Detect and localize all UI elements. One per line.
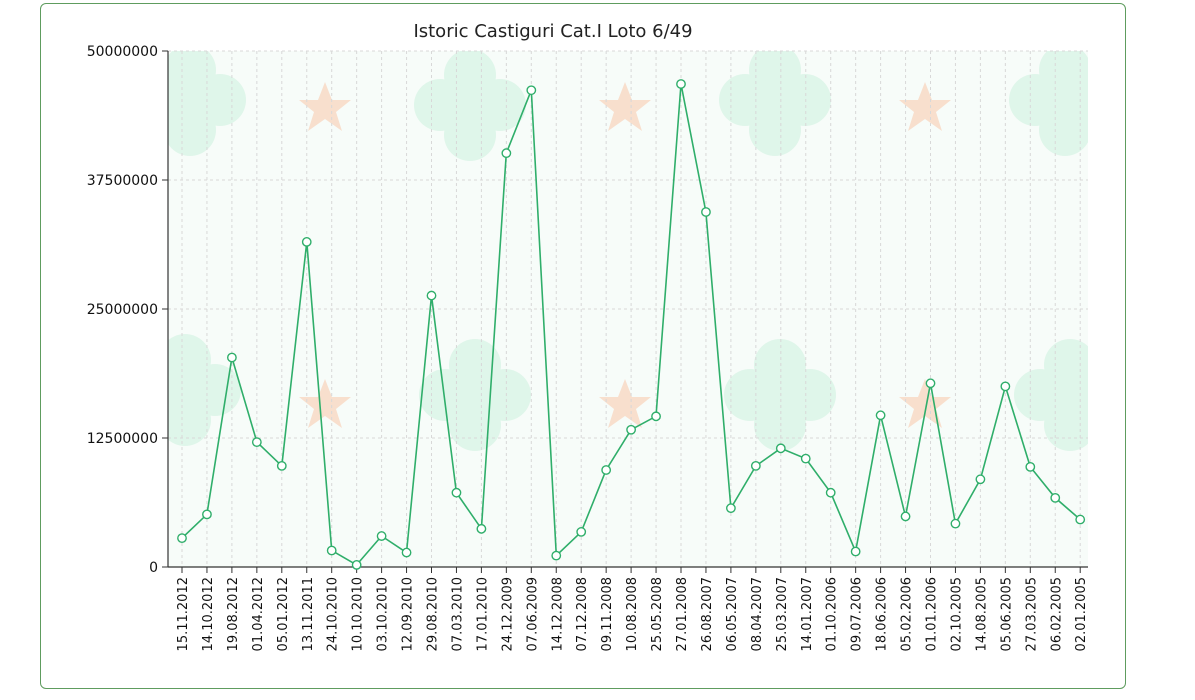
x-tick-label: 14.08.2005 (974, 577, 989, 651)
x-tick-label: 14.12.2008 (550, 577, 565, 651)
grid-lines (168, 50, 1088, 567)
x-tick-label: 18.06.2006 (875, 577, 890, 651)
data-point[interactable] (726, 503, 736, 514)
x-tick-label: 29.08.2010 (426, 577, 441, 651)
x-tick-label: 25.03.2007 (775, 577, 790, 651)
x-tick-label: 14.01.2007 (800, 577, 815, 651)
x-tick-label: 09.07.2006 (850, 577, 865, 651)
data-point[interactable] (551, 550, 562, 561)
data-point[interactable] (651, 411, 661, 422)
data-point[interactable] (900, 511, 911, 522)
data-point[interactable] (226, 352, 237, 363)
data-point[interactable] (850, 546, 861, 557)
x-tick-label: 19.08.2012 (226, 577, 241, 651)
x-tick-label: 08.04.2007 (750, 577, 765, 651)
data-point[interactable] (351, 560, 362, 570)
data-point[interactable] (202, 509, 212, 520)
x-tick-label: 07.06.2009 (525, 577, 540, 651)
y-tick-label: 25000000 (87, 302, 158, 318)
x-tick-label: 13.11.2011 (301, 577, 316, 651)
data-point[interactable] (301, 237, 312, 247)
x-tick-label: 15.11.2012 (176, 577, 191, 651)
data-point[interactable] (925, 378, 936, 389)
x-tick-label: 05.06.2005 (999, 577, 1014, 651)
y-tick-label: 12500000 (87, 431, 158, 447)
data-point[interactable] (950, 518, 961, 529)
data-point[interactable] (526, 85, 537, 96)
data-point[interactable] (676, 79, 686, 89)
data-point[interactable] (975, 474, 986, 485)
x-tick-label: 17.01.2010 (475, 577, 490, 651)
chart-title: Istoric Castiguri Cat.I Loto 6/49 (413, 21, 692, 42)
data-point[interactable] (476, 523, 487, 534)
data-point[interactable] (750, 460, 761, 471)
y-tick-label: 37500000 (87, 173, 158, 189)
x-tick-label: 26.08.2007 (700, 577, 715, 651)
x-tick-label: 01.04.2012 (251, 577, 266, 651)
data-point[interactable] (1075, 514, 1086, 525)
data-point[interactable] (401, 547, 412, 558)
data-point[interactable] (576, 527, 587, 537)
x-tick-label: 24.10.2010 (326, 577, 341, 651)
x-tick-label: 27.03.2005 (1024, 577, 1039, 651)
x-tick-label: 14.10.2012 (201, 577, 216, 651)
x-tick-label: 06.02.2005 (1049, 577, 1064, 651)
data-point[interactable] (276, 460, 287, 471)
x-tick-label: 12.09.2010 (401, 577, 416, 651)
data-point[interactable] (701, 207, 711, 217)
x-tick-label: 25.05.2008 (650, 577, 665, 651)
y-tick-label: 50000000 (87, 44, 158, 60)
data-point[interactable] (376, 531, 387, 541)
x-tick-label: 10.08.2008 (625, 577, 640, 651)
data-point[interactable] (601, 465, 612, 475)
x-tick-label: 01.10.2006 (825, 577, 840, 651)
data-point[interactable] (251, 437, 262, 448)
data-point[interactable] (426, 290, 437, 301)
x-tick-label: 07.12.2008 (575, 577, 590, 651)
x-tick-label: 06.05.2007 (725, 577, 740, 651)
data-point[interactable] (501, 148, 512, 159)
plot-area (168, 51, 1088, 567)
x-tick-label: 27.01.2008 (675, 577, 690, 651)
data-point[interactable] (451, 487, 462, 498)
data-point[interactable] (825, 487, 836, 498)
x-tick-label: 09.11.2008 (600, 577, 615, 651)
x-tick-label: 05.01.2012 (276, 577, 291, 651)
y-tick-label: 0 (149, 560, 158, 576)
x-tick-label: 02.01.2005 (1074, 577, 1089, 651)
data-point[interactable] (775, 443, 786, 454)
x-axis-ticks: 15.11.2012 14.10.2012 19.08.2012 01.04.2012… (176, 567, 1089, 651)
x-tick-label: 03.10.2010 (376, 577, 391, 651)
data-point[interactable] (800, 453, 811, 464)
x-tick-label: 05.02.2006 (900, 577, 915, 651)
data-point[interactable] (1000, 381, 1011, 392)
data-point[interactable] (626, 424, 636, 435)
x-tick-label: 10.10.2010 (351, 577, 366, 651)
x-tick-label: 02.10.2005 (949, 577, 964, 651)
data-point[interactable] (1050, 492, 1061, 503)
data-point[interactable] (177, 533, 187, 544)
x-tick-label: 01.01.2006 (925, 577, 940, 651)
data-point[interactable] (1025, 461, 1036, 472)
x-tick-label: 24.12.2009 (500, 577, 515, 651)
x-tick-label: 07.03.2010 (450, 577, 465, 651)
data-point[interactable] (326, 545, 337, 556)
y-axis-ticks: 0 12500000 25000000 37500000 50000000 (87, 44, 168, 576)
series-layer (177, 79, 1086, 570)
data-point[interactable] (875, 410, 886, 421)
